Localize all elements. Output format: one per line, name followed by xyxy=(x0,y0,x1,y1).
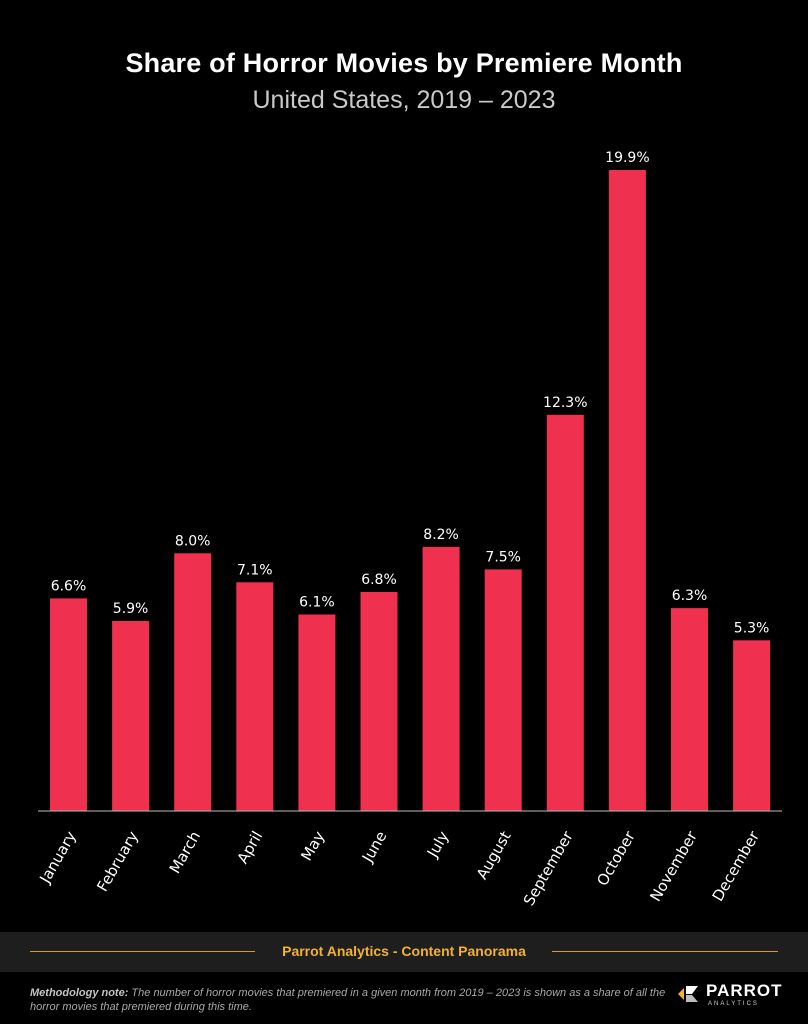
value-label-august: 7.5% xyxy=(485,549,521,565)
tick-label-august: August xyxy=(473,828,515,883)
parrot-logo-icon xyxy=(678,986,698,1002)
bar-february xyxy=(112,621,150,811)
tick-label-july: July xyxy=(423,828,453,861)
footer-band xyxy=(0,932,808,972)
tick-label-march: March xyxy=(166,828,204,877)
value-labels-layer: 6.6% 5.9% 8.0% 7.1% 6.1% 6.8% 8.2% 7.5% 12.3% 19.… xyxy=(51,150,770,636)
footer-source: Parrot Analytics - Content Panorama xyxy=(282,943,526,959)
bar-chart: 6.6% 5.9% 8.0% 7.1% 6.1% 6.8% 8.2% 7.5% 12.3% 19.… xyxy=(35,150,782,909)
tick-label-may: May xyxy=(297,828,328,864)
bar-january xyxy=(50,598,87,811)
bar-march xyxy=(174,553,212,811)
logo-subtext: ANALYTICS xyxy=(708,1001,759,1007)
value-label-february: 5.9% xyxy=(113,601,149,617)
value-label-april: 7.1% xyxy=(237,562,273,578)
bar-november xyxy=(671,608,708,811)
bar-june xyxy=(360,592,398,811)
methodology-label: Methodology note: xyxy=(30,987,129,999)
bar-december xyxy=(733,640,771,811)
tick-label-june: June xyxy=(358,828,390,866)
methodology-text: The number of horror movies that premier… xyxy=(30,987,666,1013)
methodology-note: Methodology note: The number of horror m… xyxy=(30,986,670,1014)
bar-july xyxy=(422,546,460,811)
parrot-analytics-logo: PARROT ANALYTICS xyxy=(678,978,788,1012)
bar-may xyxy=(298,614,336,811)
footer-divider-right xyxy=(552,951,778,952)
tick-label-october: October xyxy=(593,827,639,889)
bars-layer xyxy=(50,170,771,811)
chart-subtitle: United States, 2019 – 2023 xyxy=(252,86,556,114)
chart-title: Share of Horror Movies by Premiere Month xyxy=(125,48,683,78)
value-label-may: 6.1% xyxy=(299,595,335,611)
value-label-november: 6.3% xyxy=(672,588,708,604)
bar-october xyxy=(608,170,646,811)
tick-label-december: December xyxy=(709,827,764,904)
logo-wordmark: PARROT xyxy=(706,981,783,1000)
footer-divider-left xyxy=(30,951,255,952)
tick-label-april: April xyxy=(234,828,267,867)
value-label-january: 6.6% xyxy=(51,578,87,594)
value-label-october: 19.9% xyxy=(605,150,649,166)
bar-august xyxy=(484,569,522,811)
tick-label-january: January xyxy=(35,828,80,887)
value-label-september: 12.3% xyxy=(543,395,587,411)
value-label-december: 5.3% xyxy=(734,620,770,636)
bar-september xyxy=(546,414,584,811)
tick-label-november: November xyxy=(646,827,701,904)
tick-label-september: September xyxy=(520,827,577,909)
value-label-july: 8.2% xyxy=(423,527,459,543)
tick-label-february: February xyxy=(93,828,142,895)
value-label-june: 6.8% xyxy=(361,572,397,588)
value-label-march: 8.0% xyxy=(175,533,211,549)
bar-april xyxy=(236,582,274,811)
tick-labels-layer: January February March April May June July Augu… xyxy=(35,827,763,909)
